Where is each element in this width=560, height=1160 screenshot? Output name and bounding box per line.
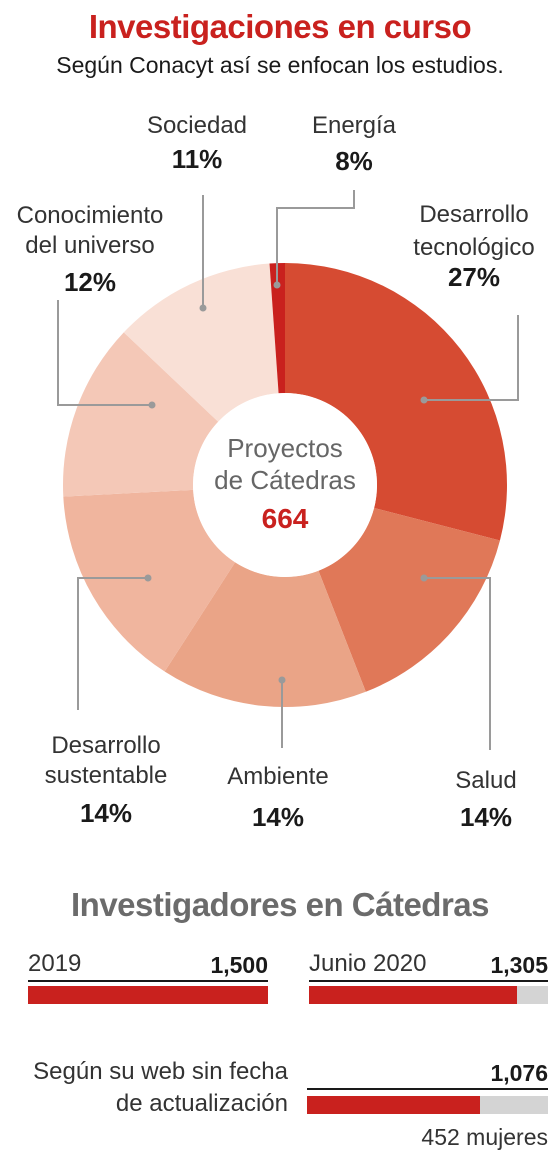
donut-slice-1	[318, 508, 500, 692]
slice-label-2-0: Ambiente	[227, 763, 328, 790]
leader-dot-3	[144, 574, 152, 582]
donut-slices	[63, 263, 508, 707]
bar-track-0	[28, 986, 268, 1004]
slice-label-0-1: tecnológico	[413, 234, 534, 261]
leader-dot-2	[278, 676, 286, 684]
bar-track-1	[309, 986, 548, 1004]
bar-fill-1	[309, 986, 517, 1004]
slice-label-4-1: del universo	[25, 232, 154, 259]
slice-label-1-0: Salud	[455, 767, 516, 794]
leader-line-4	[57, 300, 152, 406]
leader-line-3	[77, 577, 148, 710]
slice-value-6: 8%	[335, 146, 373, 176]
chart-title: Investigaciones en curso	[88, 8, 472, 45]
leader-line-1	[424, 577, 491, 750]
bar-value-1: 1,305	[490, 952, 548, 978]
leader-dot-4	[148, 401, 156, 409]
slice-value-0: 27%	[448, 262, 500, 292]
leader-line-6	[276, 190, 355, 285]
bar-label-2-0: Según su web sin fecha	[33, 1058, 288, 1085]
slice-value-1: 14%	[460, 802, 512, 832]
slice-label-6-0: Energía	[312, 112, 397, 139]
slice-label-5-0: Sociedad	[147, 112, 247, 139]
bar-note-2: 452 mujeres	[421, 1124, 548, 1150]
donut-slice-0	[285, 263, 508, 541]
slice-label-3-1: sustentable	[45, 762, 168, 789]
donut-slice-6	[269, 263, 285, 394]
bar-rule-1	[309, 980, 548, 982]
leader-dot-6	[273, 281, 281, 289]
donut-slice-2	[164, 562, 366, 707]
bar-fill-2	[307, 1096, 480, 1114]
bar-rule-2	[307, 1088, 548, 1090]
bar-rule-0	[28, 980, 268, 982]
center-label-line-2: de Cátedras	[214, 465, 356, 495]
center-label-line-1: Proyectos	[227, 433, 343, 463]
bar-label-2-1: de actualización	[115, 1090, 288, 1117]
leader-dot-0	[420, 396, 428, 404]
slice-label-4-0: Conocimiento	[17, 202, 164, 229]
bar-value-2: 1,076	[490, 1060, 548, 1086]
bar-value-0: 1,500	[210, 952, 268, 978]
center-value: 664	[262, 503, 309, 534]
slice-value-3: 14%	[80, 798, 132, 828]
donut-slice-5	[123, 263, 279, 422]
leader-dot-1	[420, 574, 428, 582]
researchers-title: Investigadores en Cátedras	[71, 886, 490, 923]
donut-slice-4	[63, 332, 219, 497]
slice-value-2: 14%	[252, 802, 304, 832]
leader-lines	[57, 190, 519, 750]
bar-label-0-0: 2019	[28, 950, 82, 977]
slice-label-3-0: Desarrollo	[51, 732, 160, 759]
bar-fill-0	[28, 986, 268, 1004]
bar-label-1-0: Junio 2020	[309, 950, 427, 977]
leader-line-0	[424, 315, 519, 401]
chart-subtitle: Según Conacyt así se enfocan los estudio…	[56, 52, 504, 78]
slice-value-4: 12%	[64, 267, 116, 297]
slice-value-5: 11%	[172, 144, 223, 174]
slice-label-0-0: Desarrollo	[419, 201, 528, 228]
leader-dot-5	[199, 304, 207, 312]
donut-hole	[193, 393, 377, 577]
bar-track-2	[307, 1096, 548, 1114]
